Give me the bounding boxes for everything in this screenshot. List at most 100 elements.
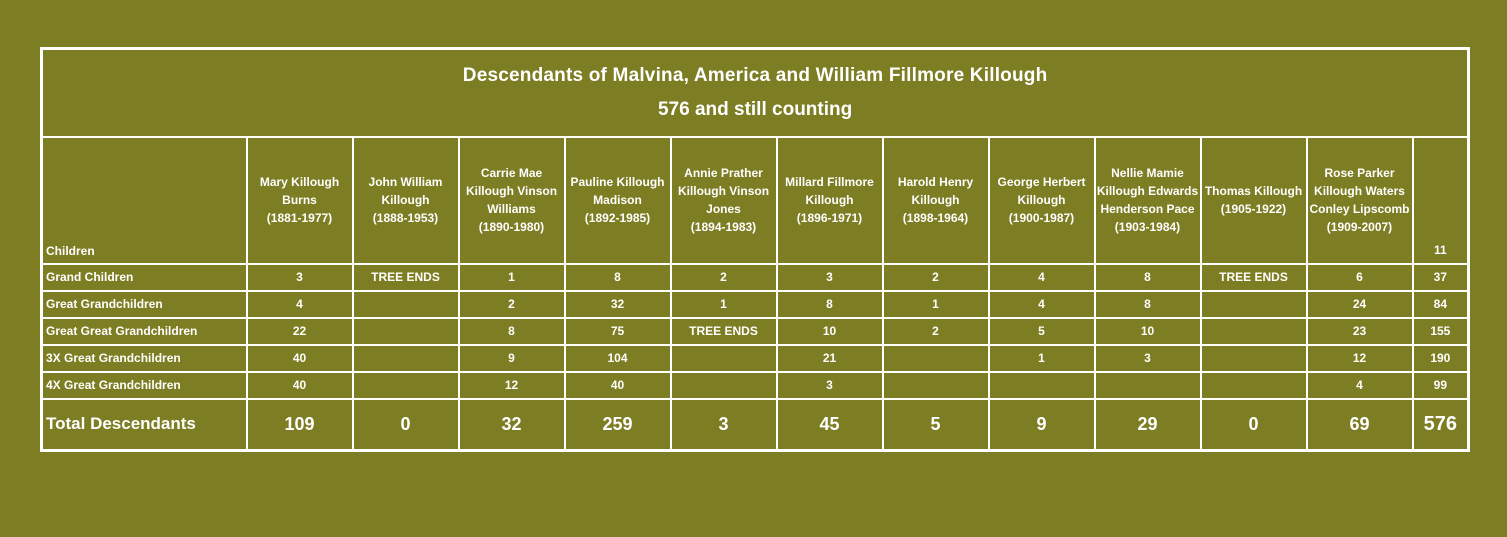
person-name: Harold Henry Killough xyxy=(897,175,974,207)
total-count-cell: 9 xyxy=(987,397,1096,452)
person-header: Annie Prather Killough Vinson Jones (1894… xyxy=(669,135,778,265)
row-label: 3X Great Grandchildren xyxy=(40,343,248,373)
generation-row: Great Great Grandchildren 22 8 75 TREE ENDS 1… xyxy=(40,316,1470,346)
person-header: Mary Killough Burns (1881-1977) xyxy=(245,135,354,265)
count-cell: TREE ENDS xyxy=(669,316,778,346)
count-cell: 75 xyxy=(563,316,672,346)
person-years: (1896-1971) xyxy=(796,211,863,225)
row-total: 155 xyxy=(1411,316,1470,346)
total-count-cell: 0 xyxy=(1199,397,1308,452)
count-cell: 40 xyxy=(245,370,354,400)
total-count-cell: 69 xyxy=(1305,397,1414,452)
count-cell: 23 xyxy=(1305,316,1414,346)
count-cell: 8 xyxy=(775,289,884,319)
row-label-children: Children xyxy=(40,135,248,265)
person-header: Harold Henry Killough (1898-1964) xyxy=(881,135,990,265)
person-name: Pauline Killough Madison xyxy=(570,175,665,207)
count-cell: 9 xyxy=(457,343,566,373)
generation-row: Great Grandchildren 4 2 32 1 8 1 4 8 24 84 xyxy=(40,289,1470,319)
row-label: 4X Great Grandchildren xyxy=(40,370,248,400)
total-count-cell: 0 xyxy=(351,397,460,452)
row-total: 99 xyxy=(1411,370,1470,400)
children-header-row: Children Mary Killough Burns (1881-1977) Jo… xyxy=(40,135,1470,265)
person-name: Millard Fillmore Killough xyxy=(785,175,874,207)
person-name: Nellie Mamie Killough Edwards Henderson … xyxy=(1096,166,1199,216)
count-cell xyxy=(1199,343,1308,373)
count-cell xyxy=(351,370,460,400)
count-cell xyxy=(351,289,460,319)
count-cell: 4 xyxy=(245,289,354,319)
person-years: (1894-1983) xyxy=(690,220,757,234)
count-cell: 8 xyxy=(1093,262,1202,292)
person-name: Thomas Killough xyxy=(1204,184,1303,198)
person-header: John William Killough (1888-1953) xyxy=(351,135,460,265)
person-years: (1903-1984) xyxy=(1114,220,1181,234)
total-count-cell: 45 xyxy=(775,397,884,452)
count-cell: 8 xyxy=(563,262,672,292)
count-cell xyxy=(987,370,1096,400)
person-years: (1892-1985) xyxy=(584,211,651,225)
count-cell: 40 xyxy=(245,343,354,373)
generation-row: 3X Great Grandchildren 40 9 104 21 1 3 12 190 xyxy=(40,343,1470,373)
count-cell: 21 xyxy=(775,343,884,373)
count-cell: 12 xyxy=(1305,343,1414,373)
count-cell: 32 xyxy=(563,289,672,319)
total-count-cell: 109 xyxy=(245,397,354,452)
total-count-cell: 259 xyxy=(563,397,672,452)
row-total: 190 xyxy=(1411,343,1470,373)
person-years: (1888-1953) xyxy=(372,211,439,225)
row-total: 84 xyxy=(1411,289,1470,319)
total-row-label: Total Descendants xyxy=(40,397,248,452)
count-cell xyxy=(669,343,778,373)
descendants-table: Descendants of Malvina, America and Will… xyxy=(40,47,1471,452)
person-name: John William Killough xyxy=(368,175,443,207)
table-subtitle: 576 and still counting xyxy=(657,98,853,120)
person-header: Pauline Killough Madison (1892-1985) xyxy=(563,135,672,265)
person-name: George Herbert Killough xyxy=(997,175,1086,207)
count-cell: 4 xyxy=(1305,370,1414,400)
total-count-cell: 29 xyxy=(1093,397,1202,452)
children-total: 11 xyxy=(1411,135,1470,265)
grand-total: 576 xyxy=(1411,397,1470,452)
person-years: (1909-2007) xyxy=(1326,220,1393,234)
count-cell: 3 xyxy=(775,262,884,292)
title-cell: Descendants of Malvina, America and Will… xyxy=(40,47,1470,138)
count-cell: 10 xyxy=(1093,316,1202,346)
person-name: Carrie Mae Killough Vinson Williams xyxy=(465,166,558,216)
count-cell: 2 xyxy=(457,289,566,319)
count-cell: TREE ENDS xyxy=(351,262,460,292)
count-cell: 104 xyxy=(563,343,672,373)
count-cell: 2 xyxy=(881,316,990,346)
count-cell: 2 xyxy=(669,262,778,292)
total-count-cell: 32 xyxy=(457,397,566,452)
count-cell: 40 xyxy=(563,370,672,400)
count-cell xyxy=(1093,370,1202,400)
row-label: Grand Children xyxy=(40,262,248,292)
generation-row: 4X Great Grandchildren 40 12 40 3 4 99 xyxy=(40,370,1470,400)
count-cell: 2 xyxy=(881,262,990,292)
count-cell: 12 xyxy=(457,370,566,400)
person-header: Thomas Killough (1905-1922) xyxy=(1199,135,1308,265)
person-years: (1905-1922) xyxy=(1220,202,1287,216)
person-years: (1881-1977) xyxy=(266,211,333,225)
count-cell: 3 xyxy=(245,262,354,292)
count-cell: 1 xyxy=(881,289,990,319)
row-label: Great Great Grandchildren xyxy=(40,316,248,346)
count-cell xyxy=(669,370,778,400)
count-cell: 4 xyxy=(987,262,1096,292)
person-years: (1898-1964) xyxy=(902,211,969,225)
count-cell xyxy=(1199,289,1308,319)
count-cell: 24 xyxy=(1305,289,1414,319)
person-name: Mary Killough Burns xyxy=(259,175,340,207)
count-cell: 3 xyxy=(775,370,884,400)
count-cell xyxy=(351,316,460,346)
count-cell: 6 xyxy=(1305,262,1414,292)
person-years: (1900-1987) xyxy=(1008,211,1075,225)
person-header: George Herbert Killough (1900-1987) xyxy=(987,135,1096,265)
table-title: Descendants of Malvina, America and Will… xyxy=(462,64,1048,86)
count-cell: 1 xyxy=(987,343,1096,373)
count-cell: 5 xyxy=(987,316,1096,346)
count-cell xyxy=(881,343,990,373)
count-cell: 1 xyxy=(669,289,778,319)
count-cell: 8 xyxy=(1093,289,1202,319)
